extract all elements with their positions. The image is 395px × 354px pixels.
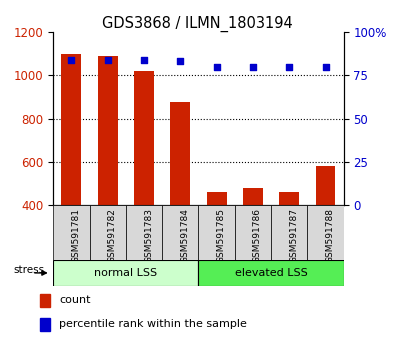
Bar — [134, 71, 154, 205]
Point — [68, 57, 75, 62]
Text: GSM591781: GSM591781 — [71, 208, 81, 263]
Bar — [271, 205, 307, 260]
Bar — [162, 205, 199, 260]
Text: GSM591788: GSM591788 — [325, 208, 335, 263]
Text: GSM591782: GSM591782 — [108, 208, 117, 263]
Text: GSM591783: GSM591783 — [144, 208, 153, 263]
Bar — [40, 294, 50, 307]
Bar — [98, 56, 118, 205]
Text: GSM591785: GSM591785 — [216, 208, 226, 263]
Point — [213, 64, 220, 69]
Bar — [126, 205, 162, 260]
Point — [141, 57, 147, 62]
Bar — [199, 260, 344, 286]
Point — [177, 58, 184, 64]
Point — [286, 64, 292, 69]
Text: stress: stress — [13, 265, 45, 275]
Bar — [62, 53, 81, 205]
Bar — [279, 192, 299, 205]
Text: normal LSS: normal LSS — [94, 268, 158, 278]
Bar — [40, 318, 50, 331]
Bar — [316, 166, 335, 205]
Bar — [90, 205, 126, 260]
Bar — [199, 205, 235, 260]
Bar — [53, 260, 199, 286]
Bar — [207, 192, 227, 205]
Text: GSM591787: GSM591787 — [289, 208, 298, 263]
Text: percentile rank within the sample: percentile rank within the sample — [59, 319, 247, 329]
Text: GSM591784: GSM591784 — [181, 208, 189, 263]
Bar — [307, 205, 344, 260]
Text: elevated LSS: elevated LSS — [235, 268, 307, 278]
Bar — [235, 205, 271, 260]
Bar — [53, 205, 90, 260]
Point — [322, 64, 329, 69]
Bar — [243, 188, 263, 205]
Text: count: count — [59, 295, 91, 305]
Text: GDS3868 / ILMN_1803194: GDS3868 / ILMN_1803194 — [102, 16, 293, 32]
Bar — [170, 102, 190, 205]
Point — [105, 57, 111, 62]
Text: GSM591786: GSM591786 — [253, 208, 262, 263]
Point — [250, 64, 256, 69]
